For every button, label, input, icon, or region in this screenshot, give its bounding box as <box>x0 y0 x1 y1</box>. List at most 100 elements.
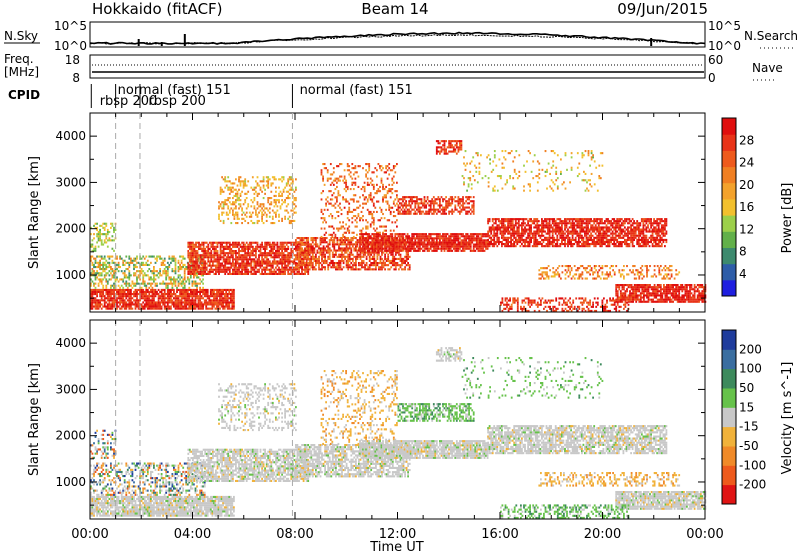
power-cell <box>358 249 360 252</box>
power-cell <box>100 263 103 266</box>
power-cell <box>133 263 135 266</box>
power-cell <box>338 239 340 242</box>
power-cell <box>366 245 369 248</box>
power-cell <box>423 202 426 205</box>
power-cell <box>282 266 285 269</box>
power-cell <box>394 241 397 244</box>
power-cell <box>214 303 217 306</box>
power-cell <box>336 198 338 201</box>
power-cell <box>380 243 383 246</box>
power-cell <box>401 262 403 265</box>
power-cell <box>475 241 478 244</box>
power-cell <box>228 252 231 255</box>
power-cell <box>245 197 248 200</box>
power-cell <box>463 241 466 244</box>
power-cell <box>153 268 155 271</box>
power-cell <box>391 249 394 252</box>
power-cell <box>233 272 236 275</box>
power-cell <box>97 282 100 285</box>
power-cell <box>276 199 279 202</box>
power-cell <box>247 252 250 255</box>
power-cell <box>432 212 435 215</box>
power-cell <box>171 282 174 285</box>
power-cell <box>348 229 351 232</box>
power-cell <box>176 303 178 306</box>
power-cell <box>130 303 132 306</box>
power-cell <box>445 196 447 199</box>
power-cell <box>97 301 100 304</box>
power-cell <box>468 247 470 250</box>
power-cell <box>431 241 434 244</box>
power-cell <box>230 243 233 246</box>
power-cell <box>91 268 94 271</box>
power-cell <box>226 301 229 304</box>
power-cell <box>308 264 311 267</box>
power-cell <box>408 249 411 252</box>
power-cell <box>364 253 366 256</box>
power-cell <box>425 206 427 209</box>
power-cell <box>301 270 303 273</box>
power-cell <box>236 190 239 193</box>
power-cell <box>196 293 198 296</box>
power-cell <box>419 212 421 215</box>
power-cell <box>431 239 434 242</box>
power-cell <box>126 295 129 298</box>
power-cell <box>142 307 145 310</box>
power-cell <box>443 235 446 238</box>
power-cell <box>134 290 137 293</box>
power-cell <box>199 268 202 271</box>
power-cell <box>148 299 151 302</box>
power-cell <box>304 266 306 269</box>
power-cell <box>443 198 446 201</box>
power-cell <box>120 299 123 302</box>
power-cell <box>116 303 118 306</box>
power-cell <box>200 255 203 258</box>
power-cell <box>281 219 283 222</box>
power-cell <box>93 272 95 275</box>
power-cell <box>106 293 109 296</box>
power-cell <box>324 247 326 250</box>
power-cell <box>308 243 311 246</box>
power-cell <box>406 208 409 211</box>
power-cell <box>258 192 260 195</box>
power-cell <box>431 249 434 252</box>
power-cell <box>381 257 383 260</box>
power-cell <box>480 245 483 248</box>
power-cell <box>110 239 112 242</box>
power-cell <box>102 222 105 225</box>
power-cell <box>193 272 196 275</box>
power-cell <box>106 266 109 269</box>
power-cell <box>281 268 283 271</box>
power-cell <box>219 268 222 271</box>
power-cell <box>409 206 412 209</box>
power-cell <box>159 268 161 271</box>
power-cell <box>100 233 103 236</box>
power-cell <box>250 205 253 208</box>
power-cell <box>322 217 324 220</box>
power-cell <box>276 205 279 208</box>
power-cell <box>327 245 330 248</box>
power-cell <box>455 208 458 211</box>
power-cell <box>179 268 181 271</box>
power-cell <box>134 266 137 269</box>
power-cell <box>284 270 286 273</box>
power-cell <box>232 270 234 273</box>
power-cell <box>157 307 160 310</box>
power-cell <box>239 258 242 261</box>
power-cell <box>320 198 323 201</box>
power-cell <box>91 261 94 264</box>
power-cell <box>176 301 178 304</box>
power-cell <box>435 146 438 149</box>
power-cell <box>242 262 245 265</box>
power-cell <box>177 284 180 287</box>
power-cell <box>196 268 199 271</box>
power-cell <box>323 208 326 211</box>
power-cell <box>131 282 134 285</box>
power-cell <box>120 305 123 308</box>
power-cell <box>239 194 242 197</box>
nave-label: Nave <box>752 61 783 75</box>
power-cell <box>316 245 319 248</box>
power-cell <box>322 163 324 166</box>
power-cell <box>320 217 323 220</box>
power-cell <box>426 235 429 238</box>
